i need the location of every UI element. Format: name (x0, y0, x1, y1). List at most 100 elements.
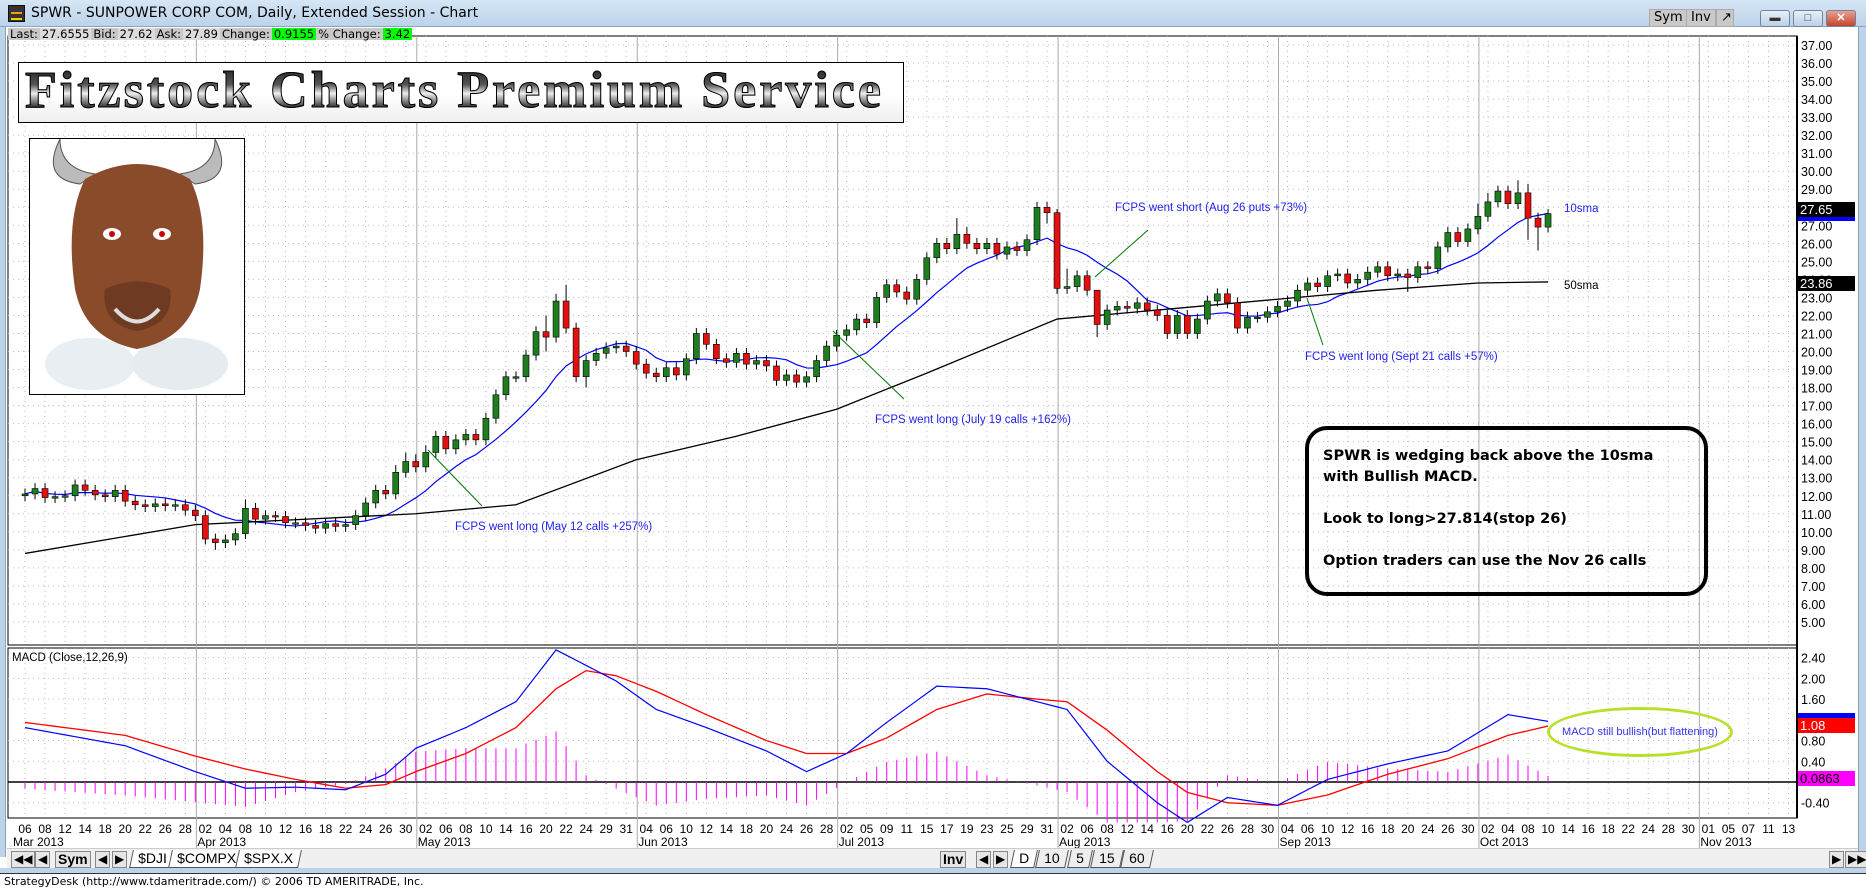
annotation-july-long: FCPS went long (July 19 calls +162%) (875, 414, 1071, 426)
candle-body (743, 353, 750, 365)
annotation-sept-long: FCPS went long (Sept 21 calls +57%) (1305, 351, 1498, 363)
interval-tab-60[interactable]: 60 (1120, 850, 1154, 868)
date-tick-label: 26 (1441, 822, 1455, 836)
price-tick-label: 31.00 (1801, 147, 1832, 161)
pct-change-label: % Change: (316, 27, 383, 41)
month-label: Apr 2013 (197, 835, 246, 849)
sym-tab-button[interactable]: Sym (55, 851, 91, 868)
macd-line (24, 649, 1549, 824)
interval-tab-5[interactable]: 5 (1067, 850, 1093, 868)
candle-body (1033, 206, 1041, 241)
interval-right-button[interactable]: ▶ (993, 851, 1009, 868)
candle-body (502, 376, 510, 396)
inv-tab-button[interactable]: Inv (940, 851, 967, 868)
maximize-button[interactable]: □ (1793, 10, 1823, 27)
candle-body (1284, 300, 1291, 307)
note-line-2: Look to long>27.814(stop 26) (1323, 511, 1567, 527)
candle-body (1023, 239, 1031, 251)
candle-body (1254, 316, 1261, 320)
candle-body (973, 243, 981, 250)
candle-body (121, 490, 129, 502)
candle-body (61, 495, 69, 498)
chart-app-icon (8, 5, 25, 22)
vertical-scrollbar[interactable] (1858, 27, 1866, 857)
macd-signal-line (24, 669, 1549, 806)
candle-body (693, 333, 700, 360)
candle-body (1504, 190, 1512, 204)
ask-label: Ask: (154, 27, 184, 41)
scroll-right-button[interactable]: ▶ (112, 851, 128, 868)
inv-button[interactable]: Inv (1686, 9, 1716, 27)
prev-symbol-button[interactable]: ◀ (35, 851, 51, 868)
candle-body (963, 234, 971, 244)
date-tick-label: 26 (1221, 822, 1235, 836)
candle-body (372, 490, 380, 504)
date-tick-label: 24 (1421, 822, 1435, 836)
date-tick-label: 10 (1321, 822, 1335, 836)
candle-body (322, 523, 329, 529)
candle-body (1314, 282, 1321, 287)
candle-body (1474, 215, 1482, 230)
tab-label: 15 (1099, 850, 1115, 866)
scroll-end-button[interactable]: ▶▶ (1845, 851, 1866, 868)
candle-body (863, 318, 870, 323)
popout-icon[interactable]: ↗ (1716, 9, 1734, 27)
date-tick-label: 18 (740, 822, 754, 836)
date-tick-label: 12 (58, 822, 72, 836)
symbol-tab-spx[interactable]: $SPX.X (235, 850, 302, 868)
candle-body (512, 376, 520, 379)
candle-body (21, 493, 29, 497)
candle-body (1354, 279, 1361, 284)
date-tick-label: 17 (940, 822, 954, 836)
interval-tab-10[interactable]: 10 (1035, 850, 1069, 868)
date-tick-label: 24 (780, 822, 794, 836)
date-tick-label: 26 (800, 822, 814, 836)
candle-body (51, 496, 59, 499)
minimize-button[interactable]: ▬ (1760, 10, 1790, 27)
candle-body (1214, 293, 1221, 302)
date-tick-label: 14 (1561, 822, 1575, 836)
macd-tick-label: 2.40 (1801, 652, 1825, 666)
candle-body (292, 522, 299, 525)
date-tick-label: 07 (1742, 822, 1756, 836)
date-tick-label: 06 (1301, 822, 1315, 836)
date-tick-label: 12 (700, 822, 714, 836)
close-button[interactable]: ✕ (1826, 10, 1856, 27)
date-tick-label: 30 (1682, 822, 1696, 836)
candle-body (572, 327, 580, 378)
date-tick-label: 26 (159, 822, 173, 836)
sym-button[interactable]: Sym (1649, 9, 1688, 27)
candle-body (412, 461, 420, 468)
interval-tab-daily[interactable]: D (1010, 850, 1039, 868)
candle-body (472, 434, 480, 441)
date-tick-label: 16 (1161, 822, 1175, 836)
candle-body (903, 291, 911, 300)
candle-body (1344, 273, 1351, 284)
date-tick-label: 10 (680, 822, 694, 836)
candle-body (1404, 273, 1412, 278)
bull-image (29, 138, 245, 395)
candle-body (452, 439, 460, 450)
interval-tab-15[interactable]: 15 (1090, 850, 1124, 868)
first-symbol-button[interactable]: ◀◀ (11, 851, 36, 868)
candle-body (382, 490, 390, 495)
date-tick-label: 18 (1381, 822, 1395, 836)
price-tick-label: 34.00 (1801, 93, 1832, 107)
candle-body (1053, 212, 1061, 289)
macd-tick-label: 0.80 (1801, 735, 1825, 749)
analysis-note-box: SPWR is wedging back above the 10sma wit… (1305, 426, 1708, 596)
candle-body (1324, 275, 1331, 287)
candle-body (1274, 306, 1281, 313)
scroll-left-button[interactable]: ◀ (95, 851, 111, 868)
scroll-forward-button[interactable]: ▶ (1829, 851, 1845, 868)
candle-body (242, 508, 249, 534)
date-tick-label: 04 (640, 822, 654, 836)
symbol-tab-compx[interactable]: $COMPX (168, 850, 246, 868)
candle-body (1153, 309, 1161, 316)
interval-left-button[interactable]: ◀ (976, 851, 992, 868)
annotation-may-long: FCPS went long (May 12 calls +257%) (455, 521, 653, 533)
date-tick-label: 09 (880, 822, 894, 836)
last-label: Last: (8, 27, 40, 41)
candle-body (1133, 302, 1141, 309)
